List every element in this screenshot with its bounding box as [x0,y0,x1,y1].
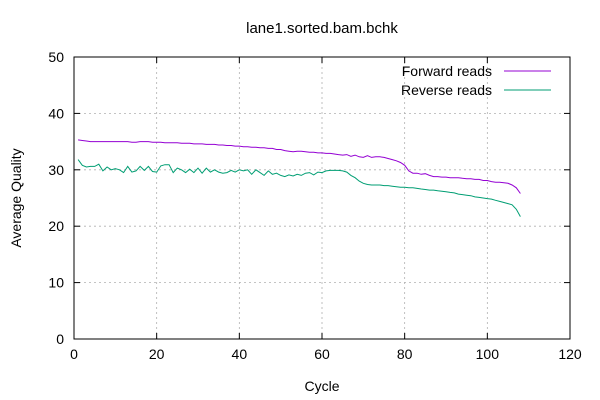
chart-title: lane1.sorted.bam.bchk [246,20,398,37]
x-tick-label: 20 [149,346,165,362]
y-tick-label: 10 [48,275,64,291]
legend: Forward reads Reverse reads [401,63,551,98]
y-axis-label: Average Quality [8,148,24,247]
series-line-reverse-reads [77,159,521,217]
series-group [77,139,521,217]
series-line-forward-reads [78,139,521,194]
x-tick-label: 0 [70,346,78,362]
x-tick-label: 80 [397,346,413,362]
y-tick-label: 40 [48,105,64,121]
x-tick-label: 40 [232,346,248,362]
x-tick-label: 100 [476,346,500,362]
y-tick-label: 0 [56,331,64,347]
y-tick-label: 30 [48,162,64,178]
y-tick-label: 20 [48,218,64,234]
legend-label-reverse-reads: Reverse reads [401,82,492,98]
grid [74,57,570,339]
y-tick-label: 50 [48,49,64,65]
axis-ticks: 0 20 40 60 80 100 120 0 10 20 30 40 50 [48,49,581,362]
x-tick-label: 60 [314,346,330,362]
x-tick-label: 120 [558,346,582,362]
x-axis-label: Cycle [304,378,339,394]
legend-label-forward-reads: Forward reads [402,63,492,79]
